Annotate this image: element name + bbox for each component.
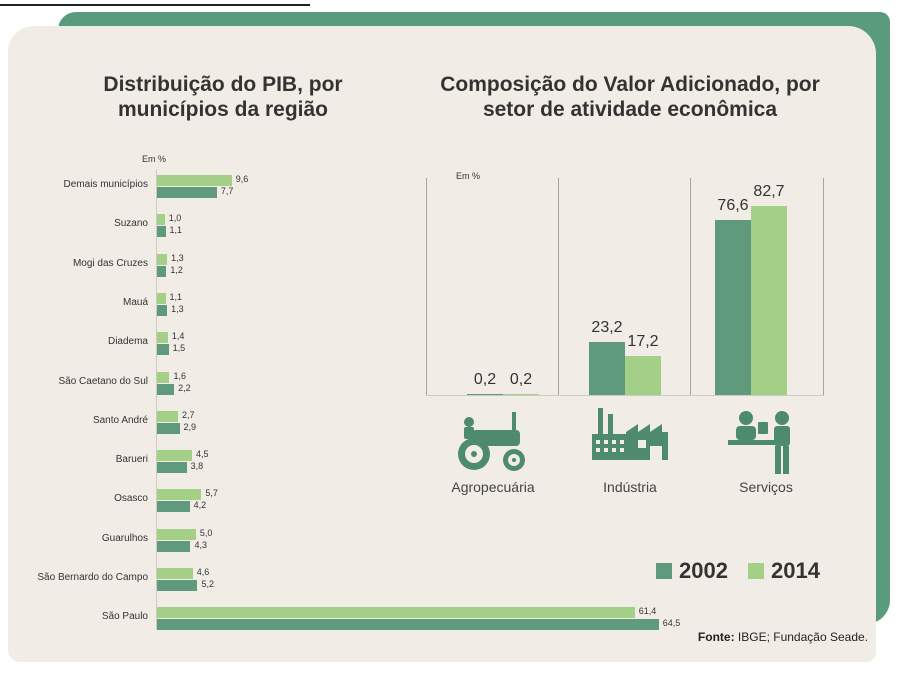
bar-2014 <box>157 568 193 579</box>
category-label: Osasco <box>114 493 148 505</box>
value-label-2002: 1,2 <box>170 264 183 275</box>
bar-2002 <box>157 619 659 631</box>
value-label-2014: 1,6 <box>173 370 186 381</box>
sector-label: Serviços <box>739 479 793 495</box>
value-label-2002: 0,2 <box>473 371 497 388</box>
value-label-2014: 0,2 <box>509 371 533 388</box>
bar-2014 <box>503 394 539 395</box>
value-label-2014: 61,4 <box>638 606 657 617</box>
bar-2002 <box>157 501 190 513</box>
top-rule <box>0 4 310 6</box>
value-label-2014: 1,1 <box>169 291 183 302</box>
category-label: Suzano <box>114 218 148 230</box>
value-label-2014: 1,0 <box>168 213 182 224</box>
value-label-2002: 2,2 <box>178 382 191 393</box>
chart2-baseline <box>426 395 824 396</box>
category-label: Guarulhos <box>101 532 148 544</box>
bar-2014 <box>157 253 168 265</box>
source-label: Fonte: <box>697 630 735 644</box>
bar-2002 <box>157 383 175 395</box>
bar-2002 <box>157 304 168 316</box>
sector-label: Agropecuária <box>451 479 535 495</box>
value-label-2002: 3,8 <box>190 461 204 472</box>
services-icon <box>728 411 790 474</box>
value-label-2002: 1,3 <box>171 303 184 314</box>
bar-2014 <box>625 355 661 395</box>
bar-2002 <box>589 341 625 395</box>
bar-2014 <box>157 175 232 186</box>
value-label-2002: 7,7 <box>220 186 234 196</box>
value-label-2014: 1,4 <box>171 331 185 342</box>
value-label-2002: 4,2 <box>193 500 207 511</box>
value-label-2002: 76,6 <box>717 196 749 214</box>
bar-2014 <box>157 371 170 383</box>
chart1-title: Distribuição do PIB, por municípios da r… <box>103 73 343 121</box>
source-note: Fonte: IBGE; Fundação Seade. <box>698 630 868 644</box>
value-label-2014: 4,6 <box>196 567 210 577</box>
legend-label-2014: 2014 <box>771 558 820 583</box>
bar-2002 <box>157 580 198 591</box>
bar-2002 <box>157 187 217 198</box>
bar-2002 <box>157 462 187 474</box>
chart2-unit: Em % <box>456 171 481 181</box>
value-label-2002: 2,9 <box>183 421 197 432</box>
bar-2002 <box>157 540 191 552</box>
chart1-unit: Em % <box>142 154 167 164</box>
bar-2014 <box>157 292 166 304</box>
bar-2014 <box>157 332 168 344</box>
source-text: IBGE; Fundação Seade. <box>734 630 868 644</box>
bar-2014 <box>157 607 635 619</box>
category-label: Demais municípios <box>63 179 148 190</box>
category-label: Santo André <box>92 414 148 426</box>
category-label: São Paulo <box>101 611 148 623</box>
chart2-divider <box>558 178 559 396</box>
category-label: Barueri <box>115 454 148 466</box>
bar-2014 <box>157 528 196 540</box>
value-label-2002: 1,1 <box>169 225 183 236</box>
bar-2014 <box>157 450 192 462</box>
value-label-2014: 82,7 <box>753 182 785 200</box>
category-label: São Bernardo do Campo <box>37 572 148 583</box>
bar-2014 <box>751 205 787 395</box>
value-label-2014: 2,7 <box>182 409 195 420</box>
value-label-2014: 5,0 <box>199 527 213 538</box>
chart2-divider <box>690 178 691 396</box>
legend-swatch-2014 <box>748 563 764 579</box>
bar-2014 <box>157 214 165 226</box>
bar-2002 <box>157 226 166 238</box>
value-label-2002: 64,5 <box>662 618 681 629</box>
value-label-2002: 23,2 <box>591 318 623 336</box>
bar-2002 <box>715 219 751 395</box>
factory-icon <box>592 408 668 460</box>
tractor-icon <box>458 412 525 471</box>
value-label-2002: 4,3 <box>194 539 207 550</box>
bar-2014 <box>157 410 178 422</box>
legend-swatch-2002 <box>656 563 672 579</box>
value-label-2002: 1,5 <box>172 343 186 354</box>
value-label-2002: 5,2 <box>201 579 214 589</box>
chart2-divider <box>426 178 427 396</box>
bar-2002 <box>467 394 503 395</box>
category-label: Diadema <box>107 336 148 348</box>
bar-2002 <box>157 265 167 277</box>
value-label-2014: 5,7 <box>205 488 218 499</box>
value-label-2014: 1,3 <box>171 252 184 263</box>
sector-label: Indústria <box>603 479 657 495</box>
legend-label-2002: 2002 <box>679 558 728 583</box>
chart1-axis <box>156 170 157 630</box>
bar-2002 <box>157 344 169 356</box>
bar-2002 <box>157 422 180 434</box>
chart2-title: Composição do Valor Adicionado, por seto… <box>440 73 820 121</box>
category-label: Mauá <box>122 296 148 308</box>
bar-2014 <box>157 489 202 501</box>
category-label: São Caetano do Sul <box>58 375 148 387</box>
category-label: Mogi das Cruzes <box>72 257 148 269</box>
value-label-2014: 17,2 <box>627 332 659 350</box>
value-label-2014: 9,6 <box>235 174 249 184</box>
chart2-divider <box>823 178 824 396</box>
value-label-2014: 4,5 <box>196 449 209 460</box>
